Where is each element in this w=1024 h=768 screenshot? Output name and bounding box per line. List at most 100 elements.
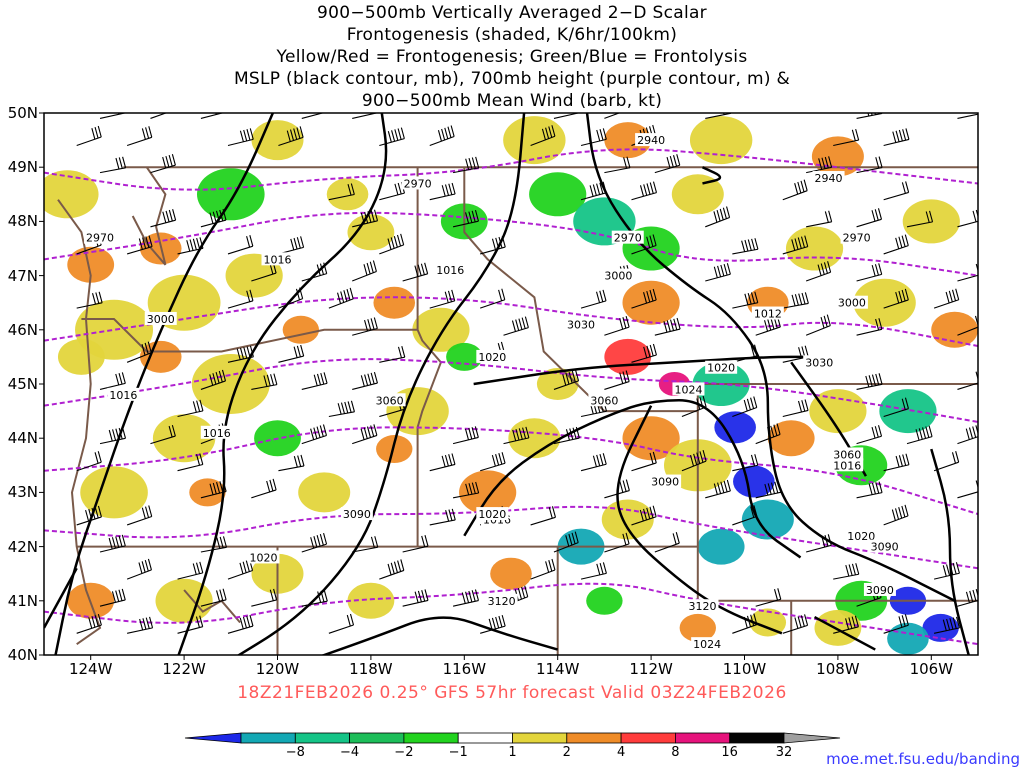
contour-label: 2940 [812, 171, 845, 185]
wind-barb [833, 128, 860, 147]
lat-label: 48N [7, 212, 38, 231]
svg-text:1024: 1024 [693, 638, 721, 651]
wind-barb [833, 563, 860, 580]
wind-barb [553, 426, 580, 445]
wind-barb [99, 113, 126, 119]
wind-barb [352, 317, 378, 336]
wind-barb [76, 505, 102, 526]
lon-label: 110W [722, 660, 767, 678]
wind-barb [452, 156, 480, 174]
contour-label: 3060 [588, 393, 621, 407]
contour-label: 3120 [485, 593, 518, 608]
wind-barb [631, 505, 657, 526]
wind-barb [933, 288, 960, 309]
colorbar-label: −1 [448, 745, 468, 760]
lon-label: 122W [162, 660, 206, 678]
contour-label: 3090 [340, 507, 373, 521]
svg-text:3090: 3090 [871, 541, 899, 554]
wind-barb [806, 156, 833, 174]
colorbar-segment [240, 732, 296, 744]
contour-label: 3030 [803, 355, 836, 369]
wind-barb [883, 397, 909, 418]
wind-barb [782, 399, 809, 418]
wind-barb [782, 614, 809, 634]
svg-text:2940: 2940 [637, 134, 665, 147]
wind-barb [856, 208, 883, 228]
lon-label: 124W [68, 660, 113, 678]
wind-barb [654, 317, 681, 336]
svg-text:3090: 3090 [651, 476, 679, 489]
svg-text:3120: 3120 [488, 595, 516, 608]
wind-barb [1008, 369, 1024, 390]
svg-text:3000: 3000 [604, 270, 632, 283]
wind-barb [429, 182, 456, 201]
wind-barb [126, 341, 152, 363]
colorbar-segment [184, 732, 242, 744]
wind-barb [278, 236, 305, 255]
wind-barb [126, 505, 153, 526]
svg-text:3030: 3030 [805, 356, 833, 369]
contour-label: 2970 [840, 230, 873, 245]
credit-link[interactable]: moe.met.fsu.edu/banding [826, 750, 1020, 768]
svg-text:2940: 2940 [815, 172, 843, 185]
wind-barb [177, 615, 204, 634]
wind-barb [856, 481, 883, 499]
wind-barb [227, 289, 254, 309]
contour-label: 1020 [476, 507, 509, 521]
wind-barb [328, 183, 355, 201]
wind-barb [352, 260, 377, 282]
wind-barb [580, 128, 607, 147]
lon-label: 114W [535, 660, 580, 678]
svg-text:3060: 3060 [376, 394, 404, 407]
wind-barbs [76, 113, 1024, 634]
svg-text:1020: 1020 [707, 362, 735, 375]
wind-barb [1008, 586, 1024, 606]
wind-barb [604, 113, 621, 119]
wind-barb [76, 451, 102, 472]
wind-barb [452, 210, 480, 228]
wind-barb [503, 426, 530, 445]
wind-barb [631, 451, 657, 472]
contour-label: 3090 [649, 474, 682, 489]
svg-text:1020: 1020 [478, 508, 506, 521]
wind-barb [150, 424, 176, 445]
wind-barb [352, 371, 378, 390]
wind-barb [631, 234, 657, 255]
svg-text:1024: 1024 [674, 383, 702, 396]
wind-barb [99, 588, 126, 607]
wind-barb [705, 263, 731, 282]
colorbar-segment [783, 732, 841, 744]
svg-text:1016: 1016 [203, 427, 231, 440]
contour-label: 3120 [686, 599, 719, 613]
contour-label: 3000 [835, 295, 868, 310]
wind-barb [177, 453, 204, 472]
wind-barb [429, 453, 456, 472]
wind-barb [604, 370, 630, 390]
wind-barb [402, 589, 429, 607]
wind-barb [200, 480, 227, 499]
colorbar-segment [675, 732, 731, 744]
title-line: MSLP (black contour, mb), 700mb height (… [233, 69, 791, 89]
svg-text:1016: 1016 [436, 264, 464, 277]
lat-label: 45N [7, 375, 38, 393]
wind-barb [553, 531, 579, 553]
wind-barb [985, 396, 1009, 416]
wind-barb [429, 508, 456, 526]
wind-barb [278, 454, 305, 472]
contour-label: 1024 [691, 637, 724, 651]
wind-barb [126, 558, 152, 580]
wind-barb [480, 288, 506, 309]
wind-barb [883, 288, 909, 309]
wind-barb [580, 181, 607, 201]
lat-label: 46N [7, 320, 38, 339]
wind-barb [732, 613, 758, 634]
wind-barb [328, 613, 355, 634]
svg-text:2970: 2970 [614, 232, 642, 245]
wind-barb [933, 562, 960, 580]
svg-text:3030: 3030 [567, 318, 595, 331]
title-line: 900−500mb Mean Wind (barb, kt) [361, 91, 663, 111]
wind-barb [985, 234, 1009, 254]
wind-barb [755, 588, 782, 607]
wind-barb [99, 372, 126, 390]
wind-barb [530, 125, 556, 147]
